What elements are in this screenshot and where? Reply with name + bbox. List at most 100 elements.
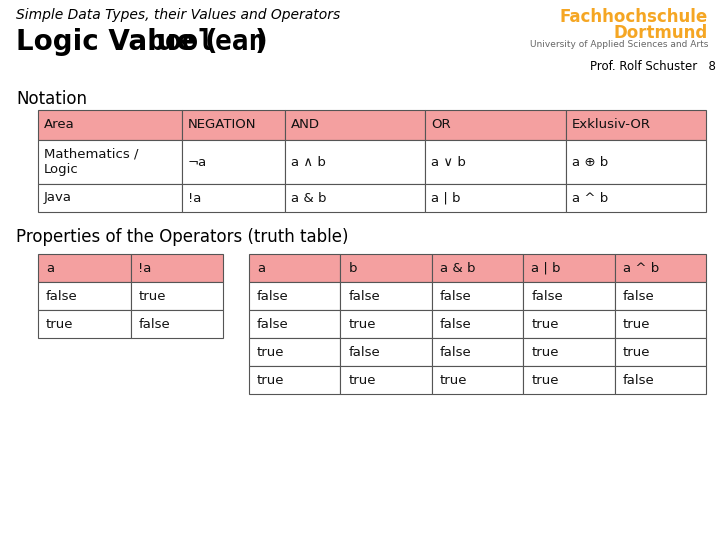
Text: Exklusiv-OR: Exklusiv-OR [572, 118, 651, 132]
Text: !a: !a [188, 192, 201, 205]
Bar [249, 254, 341, 282]
Text: Notation: Notation [16, 90, 87, 108]
Text: true: true [257, 374, 284, 387]
Text: Area: Area [44, 118, 75, 132]
Text: false: false [348, 346, 380, 359]
Text: false: false [46, 289, 78, 302]
Text: a: a [46, 261, 54, 274]
Bar [615, 366, 706, 394]
Text: a: a [257, 261, 265, 274]
Text: ¬a: ¬a [188, 156, 207, 168]
Text: true: true [138, 289, 166, 302]
Text: a ^ b: a ^ b [623, 261, 659, 274]
Text: AND: AND [291, 118, 320, 132]
Bar [181, 110, 285, 140]
Bar [181, 140, 285, 184]
Bar [38, 140, 181, 184]
Text: true: true [531, 318, 559, 330]
Bar [130, 282, 223, 310]
Bar [249, 310, 341, 338]
Bar [426, 110, 566, 140]
Text: false: false [623, 289, 654, 302]
Bar [341, 310, 432, 338]
Bar [38, 254, 130, 282]
Text: a ∧ b: a ∧ b [291, 156, 326, 168]
Text: a | b: a | b [531, 261, 561, 274]
Bar [566, 184, 706, 212]
Text: a ^ b: a ^ b [572, 192, 608, 205]
Text: false: false [440, 289, 472, 302]
Text: true: true [46, 318, 73, 330]
Bar [432, 338, 523, 366]
Bar [341, 366, 432, 394]
Bar [523, 338, 615, 366]
Bar [249, 338, 341, 366]
Bar [523, 254, 615, 282]
Text: Dortmund: Dortmund [613, 24, 708, 42]
Text: false: false [531, 289, 563, 302]
Text: Properties of the Operators (truth table): Properties of the Operators (truth table… [16, 228, 348, 246]
Bar [341, 338, 432, 366]
Text: true: true [348, 318, 376, 330]
Text: true: true [440, 374, 467, 387]
Text: false: false [257, 318, 289, 330]
Bar [38, 110, 181, 140]
Bar [38, 310, 130, 338]
Bar [285, 140, 426, 184]
Bar [38, 184, 181, 212]
Bar [615, 310, 706, 338]
Text: false: false [257, 289, 289, 302]
Text: false: false [440, 346, 472, 359]
Bar [615, 282, 706, 310]
Text: a & b: a & b [440, 261, 475, 274]
Bar [426, 140, 566, 184]
Bar [615, 338, 706, 366]
Text: a & b: a & b [291, 192, 327, 205]
Text: true: true [531, 374, 559, 387]
Text: false: false [138, 318, 170, 330]
Text: NEGATION: NEGATION [188, 118, 256, 132]
Text: false: false [440, 318, 472, 330]
Text: b: b [348, 261, 357, 274]
Text: ): ) [255, 28, 268, 56]
Bar [566, 110, 706, 140]
Text: !a: !a [138, 261, 152, 274]
Text: University of Applied Sciences and Arts: University of Applied Sciences and Arts [530, 40, 708, 49]
Bar [341, 254, 432, 282]
Bar [130, 254, 223, 282]
Text: true: true [348, 374, 376, 387]
Text: Prof. Rolf Schuster   8: Prof. Rolf Schuster 8 [590, 60, 716, 73]
Bar [523, 366, 615, 394]
Bar [523, 310, 615, 338]
Text: a ⊕ b: a ⊕ b [572, 156, 608, 168]
Bar [341, 282, 432, 310]
Text: true: true [623, 318, 650, 330]
Bar [249, 366, 341, 394]
Text: Mathematics /
Logic: Mathematics / Logic [44, 147, 138, 177]
Text: boolean: boolean [148, 28, 265, 56]
Text: Fachhochschule: Fachhochschule [559, 8, 708, 26]
Bar [181, 184, 285, 212]
Text: a | b: a | b [431, 192, 461, 205]
Bar [426, 184, 566, 212]
Bar [432, 366, 523, 394]
Bar [566, 140, 706, 184]
Text: Java: Java [44, 192, 72, 205]
Bar [38, 282, 130, 310]
Text: a ∨ b: a ∨ b [431, 156, 467, 168]
Text: OR: OR [431, 118, 451, 132]
Bar [130, 310, 223, 338]
Text: Logic Value (: Logic Value ( [16, 28, 217, 56]
Bar [523, 282, 615, 310]
Bar [285, 184, 426, 212]
Text: true: true [257, 346, 284, 359]
Text: true: true [531, 346, 559, 359]
Bar [249, 282, 341, 310]
Text: false: false [348, 289, 380, 302]
Bar [432, 282, 523, 310]
Text: Simple Data Types, their Values and Operators: Simple Data Types, their Values and Oper… [16, 8, 341, 22]
Bar [432, 310, 523, 338]
Text: false: false [623, 374, 654, 387]
Bar [285, 110, 426, 140]
Bar [615, 254, 706, 282]
